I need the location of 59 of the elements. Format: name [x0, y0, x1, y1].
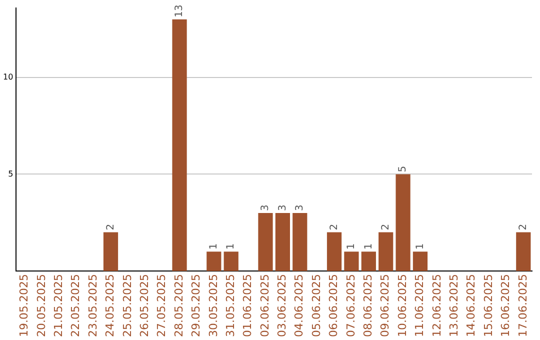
x-tick-label: 13.06.2025: [447, 274, 460, 338]
x-tick-label: 04.06.2025: [292, 274, 306, 338]
bar: [412, 252, 428, 272]
bar: [378, 232, 394, 272]
bar: [103, 232, 118, 272]
x-tick-label: 27.05.2025: [155, 274, 168, 338]
x-tick-label: 26.05.2025: [138, 274, 151, 338]
x-tick-label: 21.05.2025: [52, 274, 66, 338]
x-tick-label: 05.06.2025: [310, 274, 323, 338]
x-tick-label: 29.05.2025: [190, 274, 203, 338]
x-tick-label: 17.06.2025: [516, 274, 530, 338]
data-label: 2: [380, 224, 392, 230]
bar: [396, 174, 410, 272]
data-label: 13: [174, 4, 186, 18]
bar: [258, 212, 273, 272]
x-tick-label: 25.05.2025: [120, 274, 134, 338]
bar: [292, 212, 308, 272]
x-tick-label: 24.05.2025: [104, 274, 117, 338]
data-label: 2: [518, 224, 529, 230]
x-tick-label: 31.05.2025: [224, 274, 237, 338]
data-label: 3: [260, 204, 272, 211]
x-tick-label: 22.05.2025: [69, 274, 82, 338]
x-tick-label: 09.06.2025: [378, 274, 392, 338]
data-label: 5: [398, 166, 409, 172]
x-tick-label: 07.06.2025: [344, 274, 358, 338]
x-tick-label: 15.06.2025: [482, 274, 495, 338]
bar: [172, 19, 187, 272]
bar: [326, 232, 342, 272]
x-tick-label: 30.05.2025: [206, 274, 220, 338]
data-label: 3: [294, 204, 306, 211]
bar: [206, 252, 222, 272]
x-tick-label: 12.06.2025: [430, 274, 444, 338]
data-label: 1: [346, 243, 358, 250]
x-tick-label: 02.06.2025: [258, 274, 272, 338]
x-tick-label: 14.06.2025: [464, 274, 478, 338]
bar: [516, 232, 531, 272]
data-label: 1: [414, 243, 426, 250]
data-label: 1: [208, 243, 220, 250]
data-label: 1: [226, 243, 237, 250]
x-tick-label: 06.06.2025: [327, 274, 340, 338]
bar: [224, 252, 238, 272]
x-tick-label: 19.05.2025: [18, 274, 31, 338]
x-tick-label: 03.06.2025: [276, 274, 289, 338]
bar: [344, 252, 359, 272]
data-label: 2: [328, 224, 340, 230]
x-tick-label: 23.05.2025: [86, 274, 100, 338]
x-tick-label: 16.06.2025: [499, 274, 512, 338]
data-label: 3: [277, 204, 288, 211]
x-tick-label: 20.05.2025: [34, 274, 48, 338]
bar: [275, 212, 290, 272]
x-tick-label: 28.05.2025: [172, 274, 186, 338]
x-tick-label: 01.06.2025: [241, 274, 254, 338]
y-tick-label: 10: [2, 72, 14, 82]
x-tick-label: 10.06.2025: [396, 274, 409, 338]
x-tick-label: 11.06.2025: [413, 274, 426, 338]
x-tick-label: 08.06.2025: [362, 274, 375, 338]
bar: [361, 252, 376, 272]
data-label: 2: [105, 224, 116, 230]
data-label: 1: [363, 243, 374, 250]
